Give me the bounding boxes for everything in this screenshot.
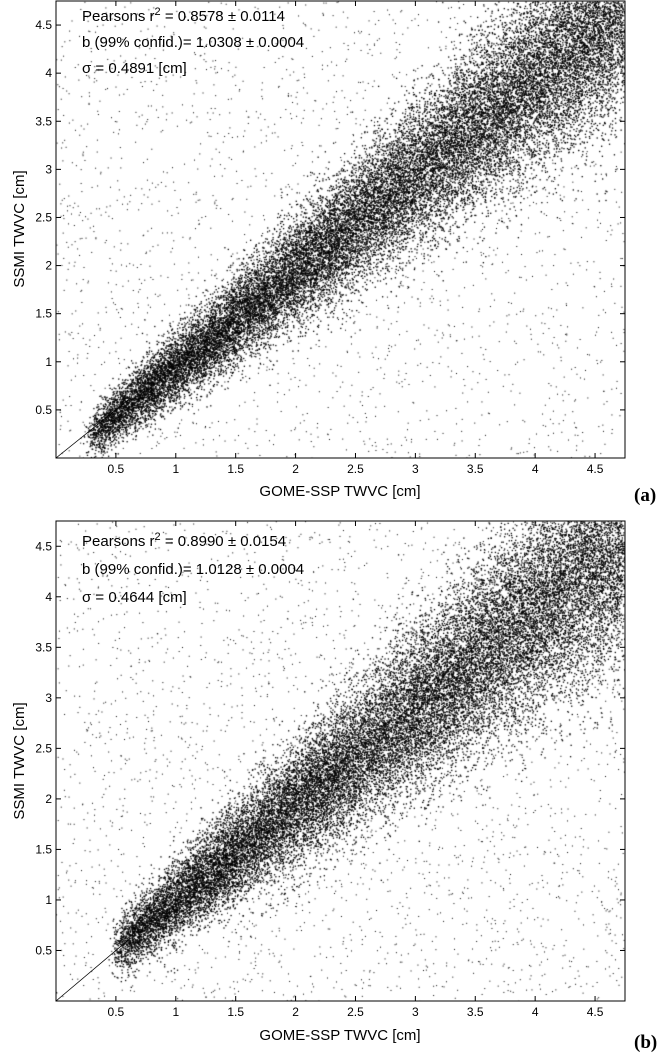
y-tick-label: 1.5 [35, 842, 52, 856]
reference-line [55, 938, 131, 1002]
scatter-panel-b: 0.5 1 1.5 2 2.5 3 3.5 4 4.5 0.5 1 1.5 2 2.5 3 3.5 4 4.5 P… [0, 520, 660, 1054]
y-tick-label: 2 [45, 259, 52, 273]
y-tick-label: 2.5 [35, 741, 52, 755]
y-tick-label: 1 [45, 893, 52, 907]
axis-ticks: 0.5 1 1.5 2 2.5 3 3.5 4 4.5 0.5 1 1.5 2 2.5 3 3.5 4 4.5 [35, 1, 625, 476]
y-tick-label: 1.5 [35, 307, 52, 321]
x-tick-label: 4 [532, 1005, 539, 1019]
panel-label-b: (b) [634, 1032, 657, 1053]
y-axis-label: SSMI TWVC [cm] [11, 170, 28, 287]
scatter-panel-a: 0.5 1 1.5 2 2.5 3 3.5 4 4.5 0.5 1 1.5 2 2.5 3 3.5 4 4.5 P… [0, 0, 660, 515]
x-tick-label: 4 [532, 462, 539, 476]
panel-label-a: (a) [634, 485, 656, 506]
reference-line [55, 398, 131, 459]
y-tick-label: 3 [45, 691, 52, 705]
y-tick-label: 0.5 [35, 943, 52, 957]
x-tick-label: 0.5 [108, 1005, 125, 1019]
point-cloud [55, 521, 625, 1002]
x-tick-label: 2 [292, 1005, 299, 1019]
scatter-chart-a: 0.5 1 1.5 2 2.5 3 3.5 4 4.5 0.5 1 1.5 2 2.5 3 3.5 4 4.5 P… [11, 0, 656, 506]
x-tick-label: 3 [412, 462, 419, 476]
x-tick-label: 2.5 [347, 462, 364, 476]
x-tick-label: 4.5 [587, 1005, 604, 1019]
x-tick-label: 3 [412, 1005, 419, 1019]
x-tick-label: 1.5 [227, 1005, 244, 1019]
x-tick-label: 2.5 [347, 1005, 364, 1019]
point-cloud [55, 1, 625, 459]
y-tick-label: 4.5 [35, 539, 52, 553]
r2-annotation: Pearsons r2 = 0.8578 ± 0.0114 [82, 6, 285, 25]
sigma-annotation: σ = 0.4891 [cm] [82, 60, 187, 77]
x-tick-label: 1 [172, 1005, 179, 1019]
y-tick-label: 0.5 [35, 403, 52, 417]
y-tick-label: 3 [45, 162, 52, 176]
y-tick-label: 1 [45, 355, 52, 369]
x-tick-label: 1 [172, 462, 179, 476]
x-tick-label: 1.5 [227, 462, 244, 476]
y-tick-label: 2.5 [35, 210, 52, 224]
slope-annotation: b (99% confid.)= 1.0128 ± 0.0004 [82, 561, 304, 578]
scatter-points [56, 521, 625, 1001]
y-axis-label: SSMI TWVC [cm] [11, 702, 28, 819]
axis-ticks: 0.5 1 1.5 2 2.5 3 3.5 4 4.5 0.5 1 1.5 2 2.5 3 3.5 4 4.5 [35, 521, 625, 1019]
scatter-points [56, 1, 625, 458]
x-tick-label: 2 [292, 462, 299, 476]
y-tick-label: 4 [45, 590, 52, 604]
slope-annotation: b (99% confid.)= 1.0308 ± 0.0004 [82, 34, 304, 51]
r2-annotation: Pearsons r2 = 0.8990 ± 0.0154 [82, 531, 286, 550]
x-tick-label: 0.5 [108, 462, 125, 476]
y-tick-label: 4.5 [35, 18, 52, 32]
x-tick-label: 4.5 [587, 462, 604, 476]
y-tick-label: 3.5 [35, 114, 52, 128]
scatter-chart-b: 0.5 1 1.5 2 2.5 3 3.5 4 4.5 0.5 1 1.5 2 2.5 3 3.5 4 4.5 P… [11, 520, 657, 1053]
x-tick-label: 3.5 [467, 1005, 484, 1019]
y-tick-label: 4 [45, 66, 52, 80]
x-axis-label: GOME-SSP TWVC [cm] [259, 1027, 420, 1044]
x-tick-label: 3.5 [467, 462, 484, 476]
y-tick-label: 3.5 [35, 640, 52, 654]
y-tick-label: 2 [45, 792, 52, 806]
x-axis-label: GOME-SSP TWVC [cm] [259, 483, 420, 500]
sigma-annotation: σ = 0.4644 [cm] [82, 589, 187, 606]
